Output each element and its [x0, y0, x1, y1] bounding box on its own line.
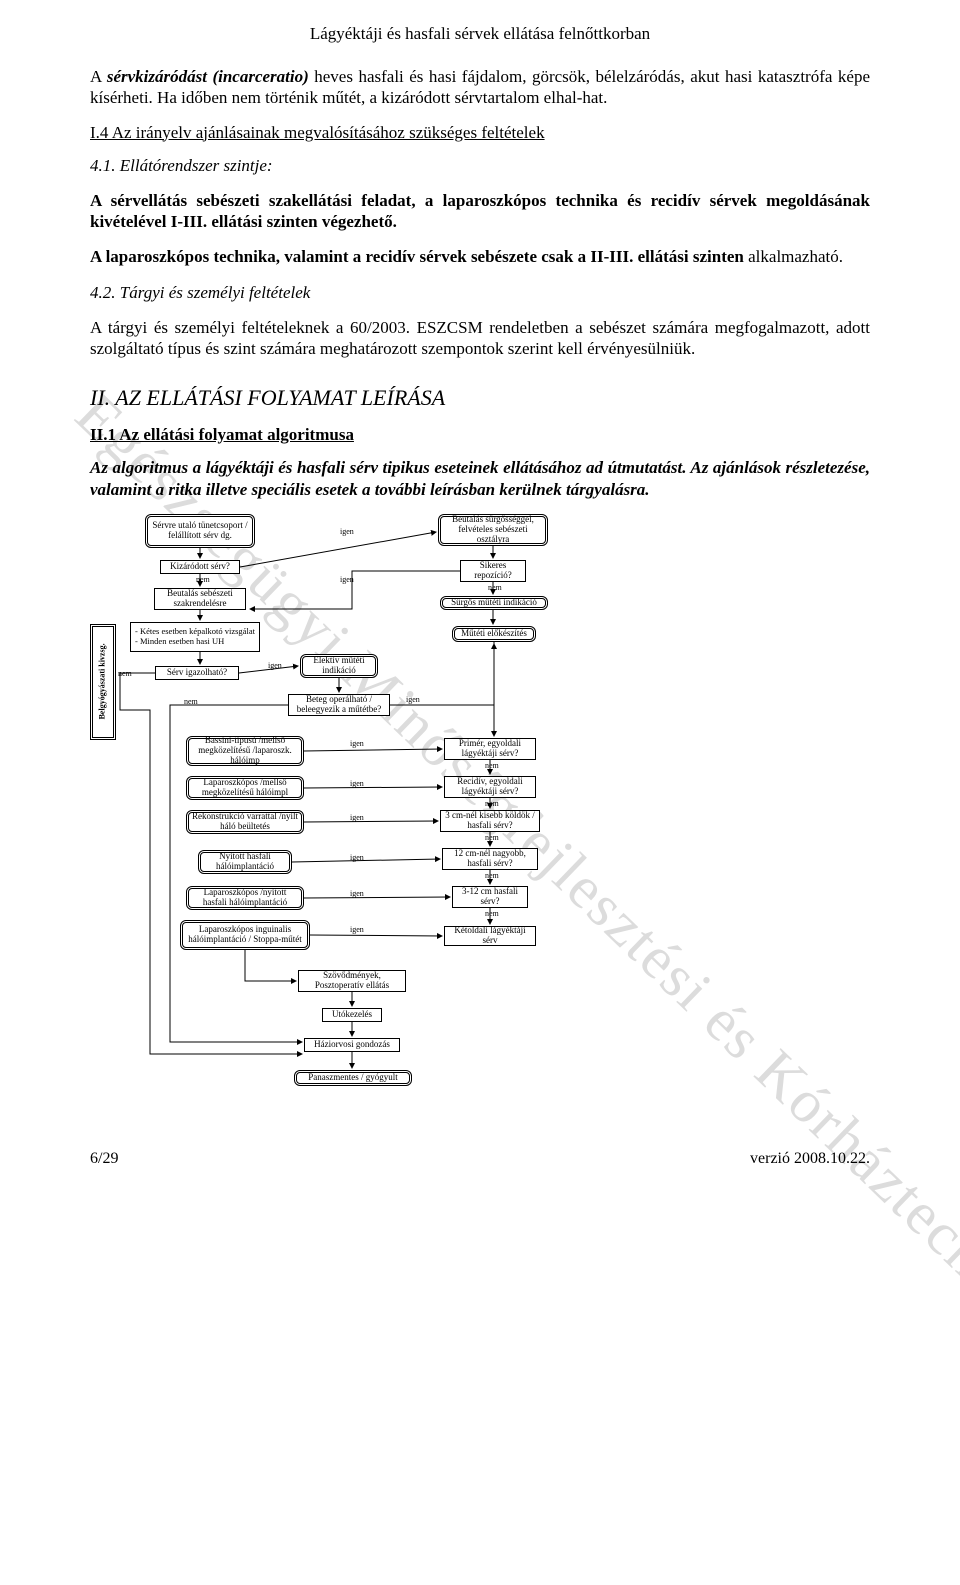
node-lap-mellso: Laparoszkópos /mellső megközelítésű háló… — [186, 776, 304, 800]
node-312: 3-12 cm hasfali sérv? — [452, 886, 528, 908]
intro-term: sérvkizáródást (incarceratio) — [107, 67, 309, 86]
label-igen3: igen — [268, 662, 282, 671]
node-utokezeles: Utókezelés — [322, 1008, 382, 1022]
section-i4-title: I.4 Az irányelv ajánlásainak megvalósítá… — [90, 123, 870, 143]
label-nem3: nem — [118, 670, 132, 679]
node-elektiv: Elektív műtéti indikáció — [300, 654, 378, 678]
section-41-p1: A sérvellátás sebészeti szakellátási fel… — [90, 190, 870, 233]
footer-right: verzió 2008.10.22. — [750, 1150, 870, 1168]
label-igen4: igen — [406, 696, 420, 705]
label-nem6: nem — [485, 800, 499, 809]
node-start: Sérvre utaló tünetcsoport / felállított … — [145, 514, 255, 548]
node-beutalas: Beutalás sebészeti szakrendelésre — [154, 588, 246, 610]
label-igen6: igen — [350, 780, 364, 789]
section-ii1-title: II.1 Az ellátási folyamat algoritmusa — [90, 425, 870, 445]
section-ii-title: II. AZ ELLÁTÁSI FOLYAMAT LEÍRÁSA — [90, 385, 870, 411]
section-41-title: 4.1. Ellátórendszer szintje: — [90, 155, 870, 176]
node-szovodmeny: Szövődmények, Posztoperatív ellátás — [298, 970, 406, 992]
node-rekon: Rekonstrukció varrattal /nyílt háló beül… — [186, 810, 304, 834]
intro-pre: A — [90, 67, 107, 86]
label-nem1: nem — [196, 576, 210, 585]
node-lap-nyitott: Laparoszkópos /nyitott hasfali hálóimpla… — [186, 886, 304, 910]
section-42-title: 4.2. Tárgyi és személyi feltételek — [90, 282, 870, 303]
node-nyitott: Nyitott hasfali hálóimplantáció — [198, 850, 292, 874]
label-igen9: igen — [350, 890, 364, 899]
flowchart: Belgyógyászati kivzsg. Sérvre utaló tüne… — [90, 514, 650, 1126]
section-ii1-intro: Az algoritmus a lágyéktáji és hasfali sé… — [90, 457, 870, 500]
node-recidiv: Recidív, egyoldali lágyéktáji sérv? — [444, 776, 536, 798]
node-lap-ing: Laparoszkópos inguinalis hálóimplantáció… — [180, 920, 310, 950]
node-ketes: - Kétes esetben képalkotó vizsgálat - Mi… — [130, 622, 260, 652]
section-41-p2-bold: A laparoszkópos technika, valamint a rec… — [90, 247, 744, 266]
node-kizarodott: Kizáródott sérv? — [160, 560, 240, 574]
label-nem5: nem — [485, 762, 499, 771]
label-nem4: nem — [184, 698, 198, 707]
intro-paragraph: A sérvkizáródást (incarceratio) heves ha… — [90, 66, 870, 109]
node-ketoldali: Kétoldali lágyéktáji sérv — [444, 926, 536, 946]
node-prep: Műtéti előkészítés — [452, 626, 536, 642]
node-surgos: Sürgős műtéti indikáció — [440, 596, 548, 610]
node-urgent-ref: Beutalás sürgősséggel, felvételes sebész… — [438, 514, 548, 546]
sidebar-label: Belgyógyászati kivzsg. — [99, 644, 108, 720]
node-12cm: 12 cm-nél nagyobb, hasfali sérv? — [442, 848, 538, 870]
footer-left: 6/29 — [90, 1150, 118, 1168]
label-igen8: igen — [350, 854, 364, 863]
label-igen7: igen — [350, 814, 364, 823]
label-igen5: igen — [350, 740, 364, 749]
node-bassini: Bassini-típusú /mellső megközelítésű /la… — [186, 736, 304, 766]
section-42-p: A tárgyi és személyi feltételeknek a 60/… — [90, 317, 870, 360]
page-footer: 6/29 verzió 2008.10.22. — [90, 1146, 870, 1168]
node-3cm: 3 cm-nél kisebb köldök / hasfali sérv? — [440, 810, 540, 832]
label-igen10: igen — [350, 926, 364, 935]
node-haziorvos: Háziorvosi gondozás — [304, 1038, 400, 1052]
sidebar-belgy: Belgyógyászati kivzsg. — [90, 624, 116, 740]
label-nem2: nem — [488, 584, 502, 593]
label-nem7: nem — [485, 834, 499, 843]
section-41-p2-rest: alkalmazható. — [744, 247, 843, 266]
node-repozicio: Sikeres repozíció? — [460, 560, 526, 582]
label-nem9: nem — [485, 910, 499, 919]
section-41-p2: A laparoszkópos technika, valamint a rec… — [90, 246, 870, 267]
node-serv-igazolhato: Sérv igazolható? — [155, 666, 239, 680]
node-panaszmentes: Panaszmentes / gyógyult — [294, 1070, 412, 1086]
label-igen1: igen — [340, 528, 354, 537]
node-primer: Primér, egyoldali lágyéktáji sérv? — [444, 738, 536, 760]
label-igen2: igen — [340, 576, 354, 585]
label-nem8: nem — [485, 872, 499, 881]
node-operalhato: Beteg operálható / beleegyezik a műtétbe… — [288, 694, 390, 716]
page-header: Lágyéktáji és hasfali sérvek ellátása fe… — [90, 24, 870, 44]
